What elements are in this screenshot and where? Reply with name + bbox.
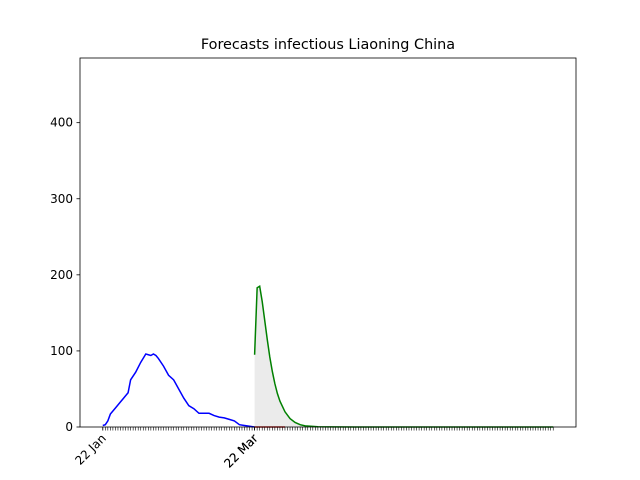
chart-title: Forecasts infectious Liaoning China [201,37,455,53]
series-line [253,285,554,428]
y-tick-label: 200 [50,268,73,282]
y-tick-label: 400 [50,116,73,130]
y-tick-label: 300 [50,192,73,206]
forecast-band [254,286,554,427]
y-tick-label: 0 [65,420,73,434]
y-tick-label: 100 [50,344,73,358]
series-line [102,353,255,428]
